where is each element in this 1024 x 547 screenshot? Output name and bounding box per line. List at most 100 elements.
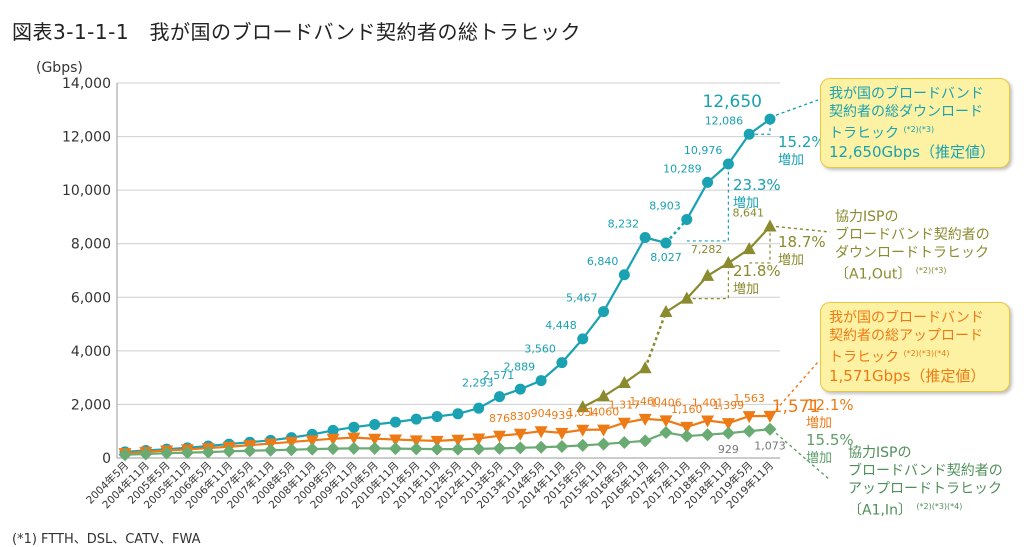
data-point	[369, 419, 380, 430]
data-point	[639, 361, 652, 373]
data-point	[618, 376, 631, 388]
data-point	[411, 414, 422, 425]
data-point	[555, 440, 568, 453]
data-point	[659, 426, 672, 439]
callout-total-download-notes: (*2)(*3)	[903, 125, 934, 134]
data-label: 8,027	[650, 251, 682, 264]
callout-total-download-line2: 契約者の総ダウンロード	[829, 103, 1001, 121]
data-label: 830	[510, 410, 531, 423]
callout-total-download-line1: 我が国のブロードバンド	[829, 85, 1001, 103]
data-point	[348, 422, 359, 433]
data-label: 1,563	[733, 392, 765, 405]
callout-connector	[776, 100, 818, 115]
data-label: 12,650	[703, 92, 762, 112]
data-label: 10,289	[663, 162, 702, 175]
series-segment	[687, 182, 708, 219]
data-label: 8,903	[649, 200, 681, 213]
data-point	[660, 237, 671, 248]
callout-total-upload-value: 1,571Gbps（推定値）	[829, 367, 1001, 385]
data-point	[576, 439, 589, 452]
data-point	[701, 269, 714, 281]
y-tick-label: 2,000	[71, 397, 111, 413]
callout-total-download: 我が国のブロードバンド 契約者の総ダウンロード トラヒック (*2)(*3) 1…	[820, 78, 1010, 168]
footnote: (*1) FTTH、DSL、CATV、FWA	[12, 528, 201, 547]
y-tick-label: 14,000	[62, 76, 111, 92]
data-point	[431, 443, 444, 456]
data-point	[619, 269, 630, 280]
growth-increase-label: 増加	[778, 253, 804, 268]
data-point	[702, 177, 713, 188]
data-point	[701, 428, 714, 441]
data-point	[598, 306, 609, 317]
data-point	[432, 411, 443, 422]
data-point	[389, 442, 402, 455]
callout-total-upload: 我が国のブロードバンド 契約者の総アップロード トラヒック (*2)(*3)(*…	[820, 302, 1010, 392]
data-point	[264, 444, 277, 457]
data-point	[556, 357, 567, 368]
data-point	[327, 442, 340, 455]
data-label: 1,571	[772, 397, 821, 417]
label-isp-upload-line4: 〔A1,In〕	[848, 503, 912, 519]
data-point	[722, 427, 735, 440]
data-point	[536, 375, 547, 386]
growth-label: 23.3%	[733, 176, 781, 194]
data-label: 904	[531, 407, 552, 420]
data-point	[347, 442, 360, 455]
data-label: 6,840	[587, 255, 619, 268]
data-label: 12,086	[705, 114, 744, 127]
data-label: 3,560	[524, 343, 556, 356]
data-point	[493, 442, 506, 455]
data-label: 8,641	[733, 207, 765, 220]
y-tick-label: 10,000	[62, 183, 111, 199]
y-tick-label: 8,000	[71, 237, 111, 253]
data-label: 876	[489, 412, 510, 425]
data-label: 4,448	[545, 319, 577, 332]
callout-total-download-line3: トラヒック	[829, 126, 899, 142]
callout-total-upload-line1: 我が国のブロードバンド	[829, 309, 1001, 327]
data-label: 5,467	[566, 292, 598, 305]
label-isp-upload-notes: (*2)(*3)(*4)	[916, 502, 962, 511]
label-isp-download-notes: (*2)(*3)	[916, 266, 947, 275]
growth-increase-label: 増加	[806, 416, 832, 431]
data-point	[515, 384, 526, 395]
label-isp-download-line2: ブロードバンド契約者の	[835, 226, 990, 244]
series-segment	[624, 238, 645, 275]
data-point	[472, 442, 485, 455]
y-tick-label: 6,000	[71, 290, 111, 306]
label-isp-download-line4: 〔A1,Out〕	[835, 267, 911, 283]
data-point	[306, 443, 319, 456]
data-point	[659, 305, 672, 317]
series-3	[119, 423, 777, 462]
growth-label: 18.7%	[778, 233, 826, 251]
y-tick-label: 12,000	[62, 130, 111, 146]
data-point	[764, 423, 777, 436]
data-label: 1,073	[754, 439, 786, 452]
growth-increase-label: 増加	[806, 451, 832, 466]
label-isp-upload-line2: ブロードバンド契約者の	[848, 462, 1003, 480]
x-axis: 2004年5月2004年11月2005年5月2005年11月2006年5月200…	[83, 459, 776, 511]
label-isp-upload-line3: アップロードトラヒック	[848, 480, 1003, 498]
growth-increase-label: 増加	[733, 282, 759, 297]
series-segment	[604, 275, 625, 312]
growth-label: 15.5%	[806, 431, 854, 449]
callout-total-upload-notes: (*2)(*3)(*4)	[903, 349, 949, 358]
data-point	[390, 417, 401, 428]
data-point	[680, 430, 693, 443]
data-label: 10,976	[684, 144, 723, 157]
data-point	[473, 403, 484, 414]
data-label: 929	[718, 443, 739, 456]
callout-connector	[776, 227, 830, 232]
data-point	[410, 442, 423, 455]
callout-total-upload-line2: 契約者の総アップロード	[829, 327, 1001, 345]
growth-label: 21.8%	[733, 262, 781, 280]
data-point	[285, 443, 298, 456]
data-point	[743, 425, 756, 438]
callout-total-upload-line3: トラヒック	[829, 350, 899, 366]
label-isp-upload: 協力ISPの ブロードバンド契約者の アップロードトラヒック 〔A1,In〕 (…	[848, 444, 1003, 520]
data-point	[639, 434, 652, 447]
callout-total-download-value: 12,650Gbps（推定値）	[829, 143, 1001, 161]
label-isp-download: 協力ISPの ブロードバンド契約者の ダウンロードトラヒック 〔A1,Out〕 …	[835, 208, 990, 284]
data-point	[452, 408, 463, 419]
label-isp-download-line3: ダウンロードトラヒック	[835, 244, 990, 262]
